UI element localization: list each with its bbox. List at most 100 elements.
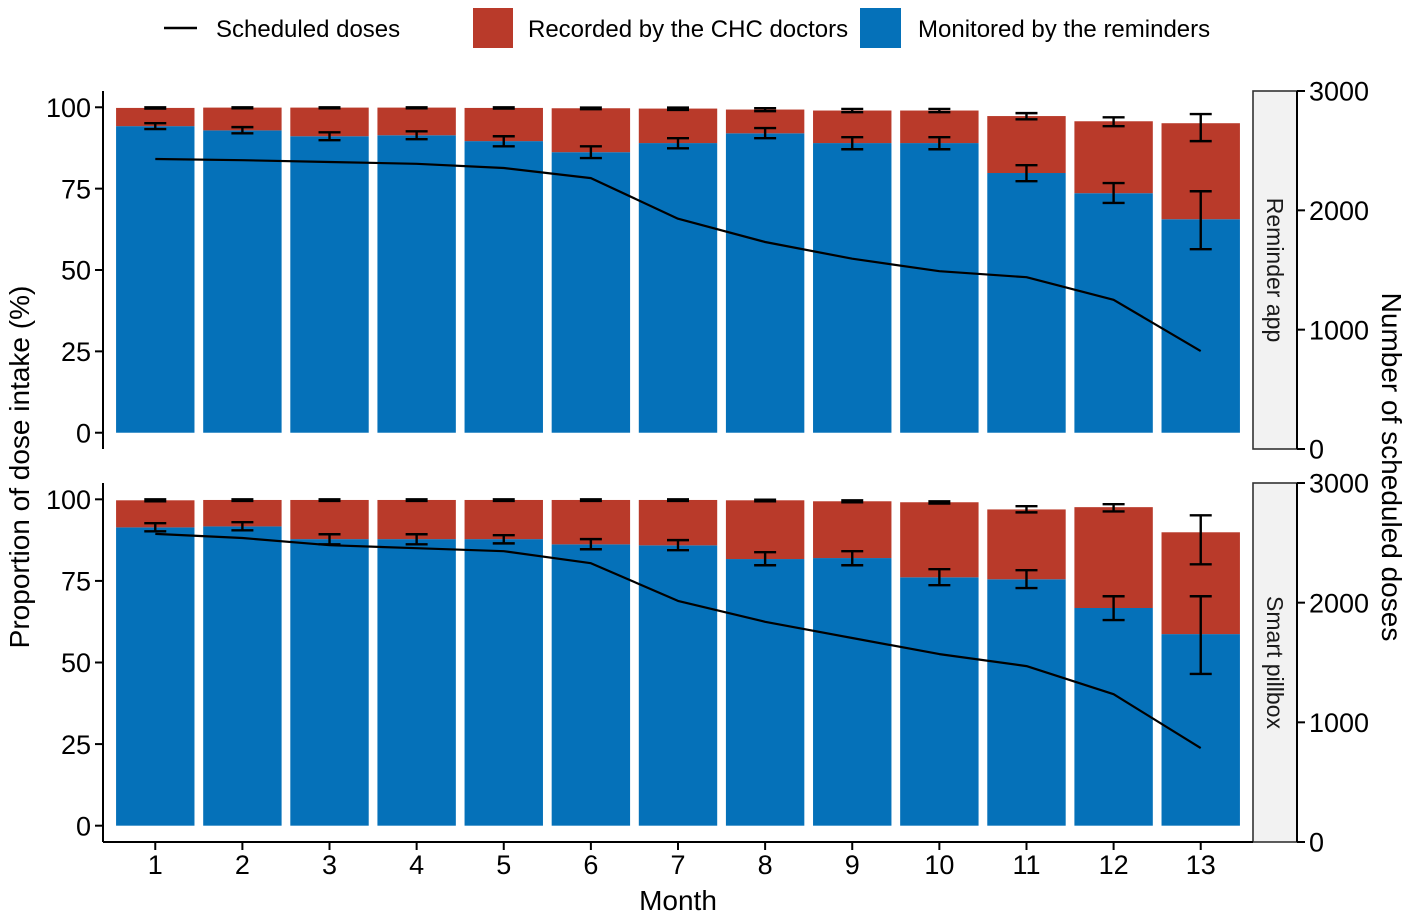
x-tick-label-month-2: 2 — [235, 850, 250, 880]
x-tick-label-month-3: 3 — [322, 850, 337, 880]
x-tick-label-month-6: 6 — [583, 850, 598, 880]
smart-pillbox-bar-recorded-month-5 — [464, 499, 543, 540]
x-tick-label-month-10: 10 — [924, 850, 954, 880]
reminder-app-bar-monitored-month-9 — [813, 143, 892, 433]
smart-pillbox-errorbar-monitored-month-1 — [144, 521, 167, 533]
reminder-app-errorbar-total-month-9 — [841, 107, 864, 114]
x-axis-title: Month — [639, 885, 717, 916]
legend: Scheduled doses Recorded by the CHC doct… — [164, 8, 1210, 48]
reminder-app-errorbar-monitored-month-9 — [841, 136, 864, 151]
x-tick-label-month-7: 7 — [670, 850, 685, 880]
smart-pillbox-bar-recorded-month-4 — [377, 499, 456, 540]
reminder-app-y-tick-label-25: 25 — [61, 337, 91, 367]
reminder-app-y-tick-label-75: 75 — [61, 174, 91, 204]
legend-label-monitored: Monitored by the reminders — [918, 16, 1210, 43]
reminder-app-bar-recorded-month-6 — [551, 108, 631, 153]
smart-pillbox-strip — [1252, 482, 1298, 843]
reminder-app-errorbar-monitored-month-13 — [1189, 190, 1212, 251]
smart-pillbox-y2-tick-label-3000: 3000 — [1309, 469, 1369, 499]
x-tick-label-month-13: 13 — [1186, 850, 1216, 880]
reminder-app-errorbar-monitored-month-7 — [667, 136, 689, 150]
smart-pillbox-errorbar-total-month-10 — [928, 500, 951, 505]
reminder-app-y2-tick-label-3000: 3000 — [1309, 77, 1369, 107]
reminder-app-errorbar-monitored-month-11 — [1015, 164, 1038, 183]
smart-pillbox-bar-monitored-month-9 — [813, 558, 892, 826]
smart-pillbox-y-tick-label-0: 0 — [76, 811, 91, 841]
smart-pillbox-bar-recorded-month-10 — [900, 502, 979, 578]
smart-pillbox-bar-monitored-month-6 — [551, 544, 631, 826]
smart-pillbox-errorbar-monitored-month-13 — [1189, 595, 1212, 676]
reminder-app-errorbar-monitored-month-10 — [928, 136, 951, 151]
smart-pillbox-bar-recorded-month-12 — [1074, 507, 1153, 608]
smart-pillbox-line-scheduled-doses — [155, 532, 1202, 750]
smart-pillbox-bar-recorded-month-6 — [551, 499, 631, 545]
reminder-app-errorbar-monitored-month-5 — [492, 135, 515, 148]
smart-pillbox-errorbar-total-month-4 — [405, 498, 428, 503]
reminder-app-strip-label: Reminder app — [1262, 198, 1288, 342]
reminder-app-errorbar-monitored-month-8 — [754, 126, 777, 140]
smart-pillbox-y2-tick-label-0: 0 — [1309, 828, 1324, 858]
x-tick-label-month-12: 12 — [1099, 850, 1129, 880]
reminder-app-y2-tick-label-2000: 2000 — [1309, 196, 1369, 226]
reminder-app-errorbar-total-month-7 — [667, 106, 689, 112]
smart-pillbox-bar-recorded-month-11 — [987, 509, 1066, 580]
x-tick-label-month-5: 5 — [496, 850, 511, 880]
reminder-app-errorbar-total-month-13 — [1189, 112, 1212, 143]
reminder-app-bar-monitored-month-10 — [900, 143, 979, 433]
reminder-app-errorbar-monitored-month-3 — [318, 131, 341, 142]
smart-pillbox-errorbar-monitored-month-8 — [754, 550, 777, 567]
smart-pillbox-bar-recorded-month-8 — [725, 500, 805, 560]
smart-pillbox-errorbar-total-month-9 — [841, 499, 864, 504]
reminder-app-bar-monitored-month-1 — [116, 126, 195, 433]
x-tick-label-month-4: 4 — [409, 850, 424, 880]
reminder-app-bar-monitored-month-11 — [987, 173, 1066, 433]
x-tick-label-month-9: 9 — [845, 850, 860, 880]
reminder-app-errorbar-total-month-4 — [405, 106, 428, 110]
smart-pillbox-errorbar-monitored-month-5 — [492, 534, 515, 545]
y2-axis-title: Number of scheduled doses — [1376, 293, 1407, 642]
smart-pillbox-errorbar-total-month-7 — [667, 498, 689, 503]
smart-pillbox-y-tick-label-25: 25 — [61, 730, 91, 760]
smart-pillbox-errorbar-monitored-month-2 — [231, 520, 254, 532]
reminder-app-bar-recorded-month-11 — [987, 116, 1066, 174]
smart-pillbox-errorbar-total-month-11 — [1015, 504, 1038, 514]
reminder-app-bar-monitored-month-4 — [377, 135, 456, 433]
reminder-app-bar-recorded-month-2 — [203, 107, 282, 131]
reminder-app-errorbar-total-month-2 — [231, 106, 254, 110]
reminder-app-line-scheduled-doses — [155, 157, 1202, 353]
reminder-app-errorbar-total-month-8 — [754, 107, 777, 113]
smart-pillbox-errorbar-total-month-5 — [492, 498, 515, 503]
x-tick-label-month-11: 11 — [1012, 850, 1040, 880]
reminder-app-bar-monitored-month-7 — [638, 143, 718, 433]
reminder-app-errorbar-monitored-month-6 — [579, 145, 602, 160]
reminder-app-bar-recorded-month-8 — [725, 109, 805, 134]
smart-pillbox-bar-recorded-month-3 — [290, 499, 369, 540]
smart-pillbox-errorbar-total-month-2 — [231, 498, 254, 503]
smart-pillbox-strip-label: Smart pillbox — [1262, 596, 1288, 729]
smart-pillbox-errorbar-total-month-12 — [1102, 503, 1125, 513]
reminder-app-errorbar-total-month-11 — [1015, 111, 1038, 121]
reminder-app-bar-monitored-month-13 — [1161, 219, 1240, 433]
smart-pillbox-bar-monitored-month-10 — [900, 577, 979, 826]
reminder-app-bar-monitored-month-6 — [551, 152, 631, 433]
smart-pillbox-errorbar-total-month-1 — [144, 498, 167, 503]
reminder-app-y-tick-label-0: 0 — [76, 418, 91, 448]
y-axis-title: Proportion of dose intake (%) — [4, 286, 35, 649]
smart-pillbox-bar-monitored-month-12 — [1074, 607, 1153, 826]
reminder-app-errorbar-monitored-month-1 — [144, 122, 167, 131]
reminder-app-bar-monitored-month-12 — [1074, 193, 1153, 433]
smart-pillbox-errorbar-total-month-6 — [579, 498, 602, 503]
smart-pillbox-y2-tick-label-1000: 1000 — [1309, 708, 1369, 738]
smart-pillbox-bar-monitored-month-7 — [638, 545, 718, 826]
x-tick-label-month-1: 1 — [148, 850, 163, 880]
smart-pillbox-y-tick-label-100: 100 — [46, 485, 91, 515]
smart-pillbox-y2-tick-label-2000: 2000 — [1309, 588, 1369, 618]
reminder-app-panel: 0 25 50 75 100 Reminder app 0 1000 2000 3000 — [46, 77, 1369, 465]
reminder-app-errorbar-total-month-5 — [492, 106, 515, 110]
smart-pillbox-bar-monitored-month-2 — [203, 526, 282, 826]
reminder-app-bar-recorded-month-1 — [116, 107, 195, 127]
reminder-app-errorbar-total-month-12 — [1102, 116, 1125, 128]
